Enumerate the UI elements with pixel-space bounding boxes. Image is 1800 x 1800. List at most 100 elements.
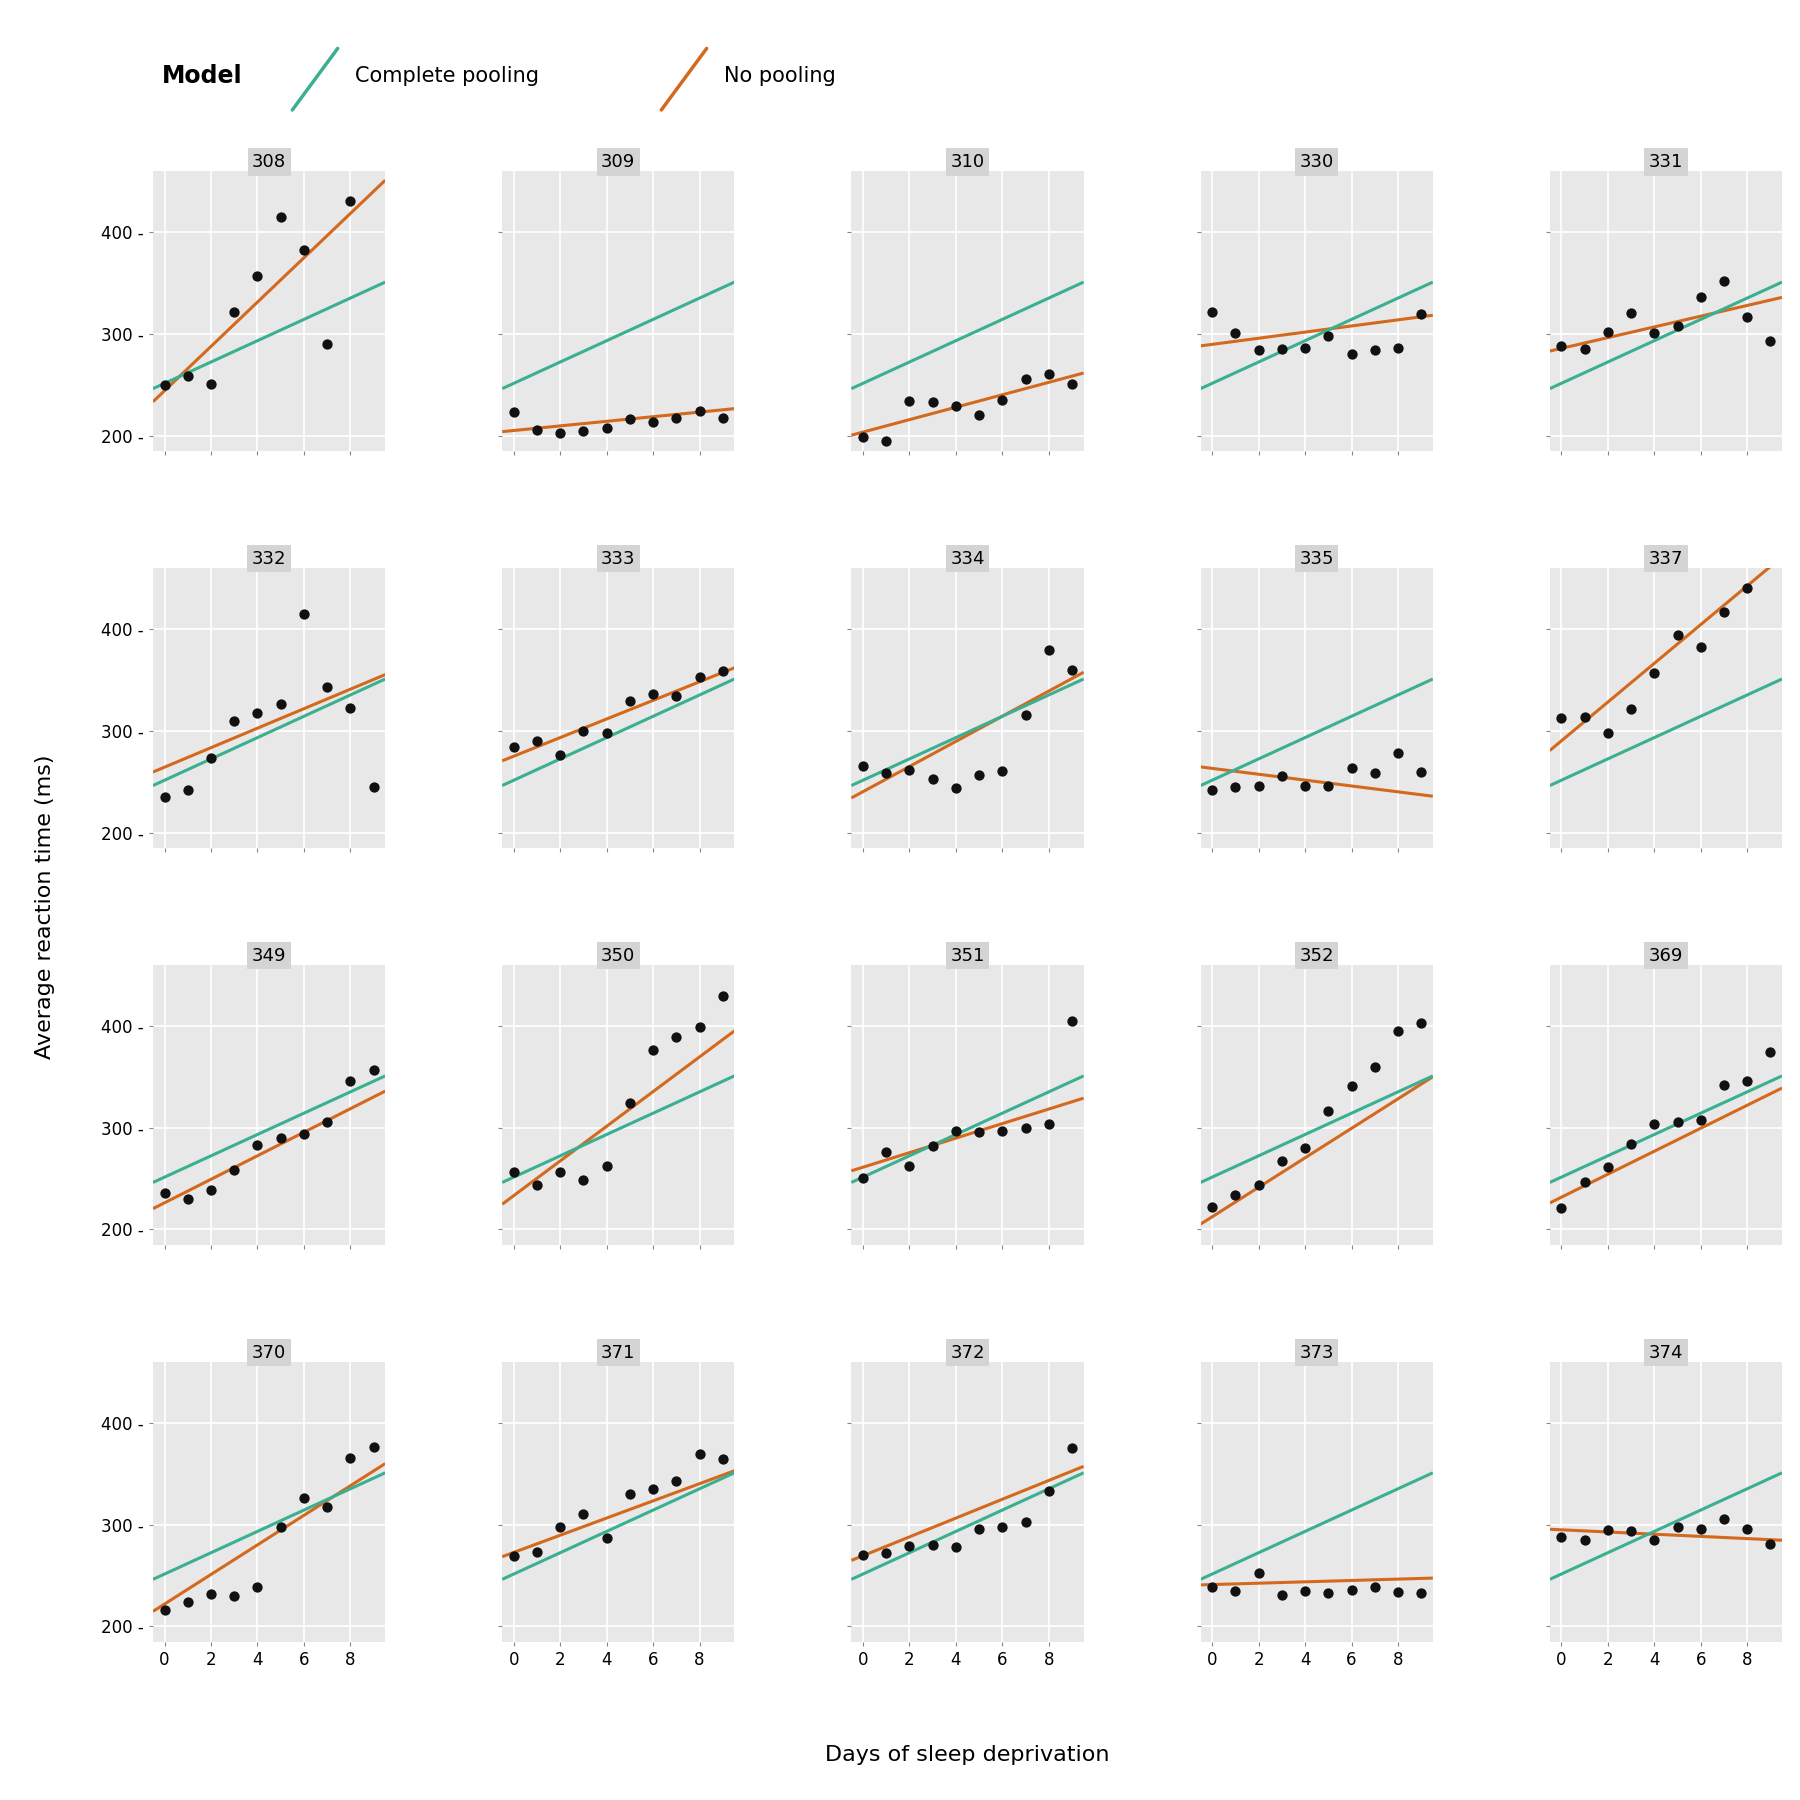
Point xyxy=(173,776,202,805)
Text: 337: 337 xyxy=(1649,551,1683,569)
Point xyxy=(871,1539,900,1568)
Point xyxy=(499,398,527,427)
Point xyxy=(1710,1071,1739,1100)
Point xyxy=(266,203,295,232)
Point xyxy=(592,414,621,443)
Point xyxy=(1035,635,1064,664)
Point xyxy=(1267,1580,1296,1609)
Point xyxy=(592,1152,621,1181)
Point xyxy=(592,1523,621,1552)
Point xyxy=(918,765,947,794)
Point xyxy=(1733,302,1762,331)
Text: 309: 309 xyxy=(601,153,635,171)
Point xyxy=(196,369,225,398)
Point xyxy=(290,236,319,265)
Point xyxy=(499,1541,527,1570)
Point xyxy=(639,407,668,436)
Point xyxy=(1314,322,1343,351)
Point xyxy=(1291,1134,1319,1163)
Point xyxy=(918,387,947,416)
Point xyxy=(522,1537,551,1566)
Text: 371: 371 xyxy=(601,1343,635,1363)
Text: 369: 369 xyxy=(1649,947,1683,965)
Point xyxy=(686,1440,715,1469)
Point xyxy=(1640,1525,1669,1553)
Point xyxy=(895,1532,923,1561)
Point xyxy=(988,1116,1017,1145)
Text: 335: 335 xyxy=(1300,551,1334,569)
Point xyxy=(1757,1039,1786,1067)
Point xyxy=(337,693,365,722)
Point xyxy=(1058,1006,1087,1035)
Point xyxy=(1663,1512,1692,1541)
Point xyxy=(941,1116,970,1145)
Point xyxy=(965,1516,994,1544)
Point xyxy=(243,1130,272,1159)
Point xyxy=(290,1120,319,1148)
Point xyxy=(1570,702,1598,731)
Point xyxy=(1640,1111,1669,1139)
Point xyxy=(1058,655,1087,684)
Point xyxy=(1291,770,1319,799)
Point xyxy=(149,783,178,812)
Point xyxy=(1593,1516,1622,1544)
Point xyxy=(1337,1575,1366,1604)
Point xyxy=(243,261,272,290)
Point xyxy=(1408,1579,1436,1607)
Point xyxy=(499,1157,527,1186)
Point xyxy=(1361,758,1390,787)
Text: 332: 332 xyxy=(252,551,286,569)
Point xyxy=(592,718,621,747)
Point xyxy=(616,405,644,434)
Point xyxy=(1337,1071,1366,1100)
Point xyxy=(290,599,319,628)
Point xyxy=(848,1541,877,1570)
Point xyxy=(918,1530,947,1559)
Point xyxy=(1384,738,1413,767)
Text: 350: 350 xyxy=(601,947,635,965)
Point xyxy=(1616,1129,1645,1157)
Point xyxy=(1733,1066,1762,1094)
Point xyxy=(545,1512,574,1541)
Point xyxy=(709,1445,738,1474)
Point xyxy=(1710,266,1739,295)
Point xyxy=(616,1480,644,1508)
Point xyxy=(965,400,994,428)
Point xyxy=(522,416,551,445)
Point xyxy=(173,1184,202,1213)
Text: 334: 334 xyxy=(950,551,985,569)
Point xyxy=(848,423,877,452)
Point xyxy=(941,391,970,419)
Point xyxy=(1710,598,1739,626)
Point xyxy=(1244,1559,1273,1588)
Point xyxy=(196,1580,225,1609)
Point xyxy=(1220,319,1249,347)
Point xyxy=(243,698,272,727)
Point xyxy=(569,416,598,445)
Point xyxy=(1384,1017,1413,1046)
Text: 310: 310 xyxy=(950,153,985,171)
Point xyxy=(1058,1435,1087,1463)
Point xyxy=(709,657,738,686)
Point xyxy=(220,1582,248,1611)
Point xyxy=(871,427,900,455)
Point xyxy=(1546,1193,1575,1222)
Point xyxy=(988,756,1017,785)
Point xyxy=(149,371,178,400)
Point xyxy=(1197,1573,1226,1602)
Point xyxy=(1546,1523,1575,1552)
Point xyxy=(337,1067,365,1096)
Point xyxy=(196,1175,225,1204)
Point xyxy=(1640,659,1669,688)
Point xyxy=(1314,1579,1343,1607)
Point xyxy=(1570,335,1598,364)
Point xyxy=(220,1156,248,1184)
Point xyxy=(266,1123,295,1152)
Point xyxy=(1291,335,1319,364)
Point xyxy=(1220,1577,1249,1606)
Point xyxy=(1012,1114,1040,1143)
Point xyxy=(1593,317,1622,346)
Point xyxy=(639,680,668,709)
Text: 370: 370 xyxy=(252,1343,286,1363)
Point xyxy=(196,743,225,772)
